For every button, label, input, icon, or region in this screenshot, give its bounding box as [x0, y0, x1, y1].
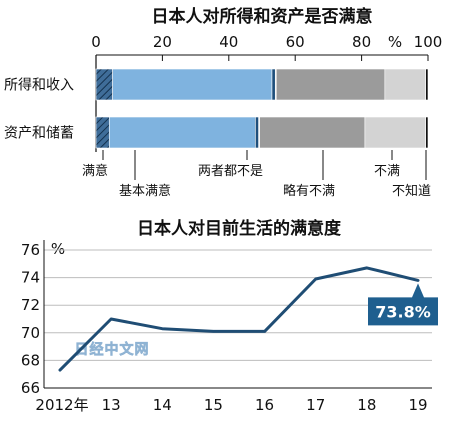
line-chart-title: 日本人对目前生活的满意度	[137, 218, 342, 239]
bar-segment	[384, 68, 426, 101]
line-x-tick-label: 15	[204, 396, 223, 414]
bar-segment	[95, 116, 110, 149]
callout-bubble	[368, 283, 438, 326]
line-x-tick-label: 13	[102, 396, 121, 414]
line-grid	[43, 240, 432, 389]
bar-segment	[95, 68, 113, 101]
bar-category-label: 资产和储蓄	[4, 126, 74, 142]
callout-value: 73.8%	[375, 302, 431, 321]
line-y-unit: %	[51, 240, 65, 258]
bar-chart-title: 日本人对所得和资产是否满意	[152, 6, 373, 27]
line-x-ticks: 2012年 13 14 15 16 17 18 19	[35, 396, 427, 414]
line-callout: 73.8%	[368, 283, 438, 326]
bar-segment	[275, 68, 386, 101]
legend-label: 不知道	[392, 183, 431, 199]
bar-x-tick-label: 40	[219, 33, 238, 51]
bar-segment	[108, 116, 256, 149]
line-x-tick-label: 18	[357, 396, 376, 414]
bar-x-tick-label: 0	[91, 33, 101, 51]
line-series-path	[58, 266, 420, 372]
bar-segment	[425, 116, 429, 149]
legend-label: 略有不满	[283, 183, 335, 199]
bar-segment	[112, 68, 273, 101]
line-x-tick-label: 2012年	[35, 396, 88, 414]
line-y-tick-label: 70	[21, 324, 40, 342]
bar-segment	[425, 68, 429, 101]
line-x-tick-label: 19	[408, 396, 427, 414]
bar-segments	[95, 68, 429, 149]
line-y-ticks: 66 68 70 72 74 76	[21, 241, 40, 397]
bar-x-tick-label: 20	[153, 33, 172, 51]
legend-label: 两者都不是	[198, 164, 263, 179]
line-y-tick-label: 76	[21, 241, 40, 259]
line-x-tick-label: 14	[153, 396, 172, 414]
bar-category-label: 所得和收入	[4, 77, 74, 94]
legend-label: 不满	[374, 164, 400, 179]
watermark: 日经中文网	[75, 341, 150, 358]
bar-x-unit: %	[388, 33, 402, 51]
bar-x-ticks: 0 20 40 60 80 100	[91, 33, 442, 51]
line-y-tick-label: 68	[21, 351, 40, 369]
bar-x-tick-label: 80	[352, 33, 371, 51]
bar-segment	[364, 116, 426, 149]
bar-segment	[255, 116, 259, 149]
bar-x-tick-label: 100	[414, 33, 443, 51]
legend-label: 基本满意	[119, 183, 171, 199]
line-y-tick-label: 74	[21, 269, 40, 287]
line-x-tick-label: 16	[255, 396, 274, 414]
line-y-tick-label: 72	[21, 296, 40, 314]
legend-label: 满意	[82, 163, 108, 179]
line-x-tick-label: 17	[306, 396, 325, 414]
bar-segment	[271, 68, 276, 101]
line-y-tick-label: 66	[21, 379, 40, 397]
bar-segment	[259, 116, 366, 149]
bar-x-tick-label: 60	[286, 33, 305, 51]
